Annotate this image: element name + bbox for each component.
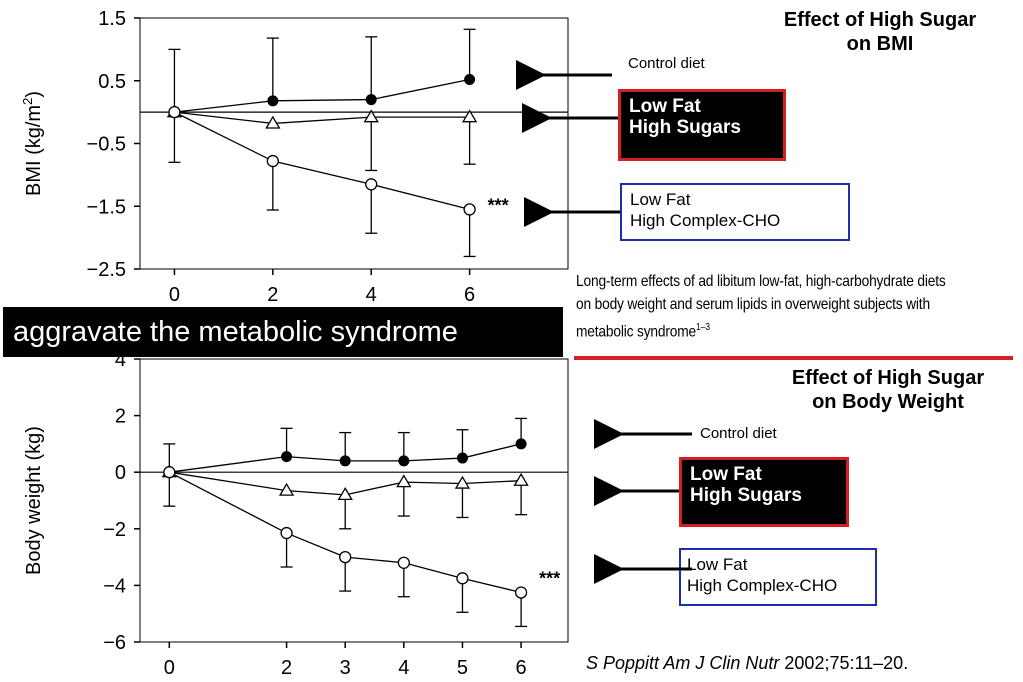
bmi-chart-title: Effect of High Sugar on BMI bbox=[740, 8, 1020, 56]
c2-y-tick-label: 4 bbox=[115, 349, 126, 371]
c2-point-triangle bbox=[513, 472, 529, 486]
c1-point-open bbox=[168, 105, 181, 119]
bmi-chart: 1.5 0.5 −0.5 −1.5 −2.5 0 2 4 6 BMI (kg/m2) *** bbox=[20, 8, 569, 306]
c1-x-tick-label: 2 bbox=[267, 284, 278, 306]
c2-x-tick-label: 4 bbox=[398, 657, 409, 679]
c1-point-triangle bbox=[265, 115, 281, 129]
c2-y-tick-label: −6 bbox=[103, 632, 126, 654]
c2-point-open bbox=[163, 466, 176, 479]
legend-top-cho-box: Low Fat High Complex-CHO bbox=[620, 183, 850, 241]
c2-x-tick-label: 0 bbox=[164, 657, 175, 679]
c1-series-line-1 bbox=[174, 111, 470, 125]
c2-point-open bbox=[456, 572, 469, 585]
c2-point-filled bbox=[515, 438, 527, 450]
c1-significance-annotation: *** bbox=[488, 195, 509, 215]
weight-chart-title: Effect of High Sugar on Body Weight bbox=[748, 366, 1023, 414]
bmi-title-line2: on BMI bbox=[846, 33, 914, 55]
citation: S Poppitt Am J Clin Nutr 2002;75:11–20. bbox=[586, 653, 908, 674]
c1-x-tick-label: 0 bbox=[169, 284, 180, 306]
metabolic-syndrome-banner: aggravate the metabolic syndrome bbox=[3, 307, 563, 357]
c2-point-open bbox=[514, 586, 528, 599]
weight-title-line1: Effect of High Sugar bbox=[791, 367, 985, 389]
legend-top-sugar-line1: Low Fat bbox=[629, 96, 701, 117]
c1-y-tick-label: −1.5 bbox=[87, 196, 126, 218]
citation-rest: 2002;75:11–20. bbox=[779, 653, 909, 673]
c2-point-triangle bbox=[278, 482, 295, 496]
c2-series-line-1 bbox=[169, 471, 522, 496]
c1-point-open bbox=[266, 154, 279, 168]
c1-series-line-0 bbox=[174, 78, 470, 113]
c2-x-tick-label: 2 bbox=[281, 657, 292, 679]
c2-significance-annotation: *** bbox=[539, 568, 560, 588]
c1-point-open bbox=[463, 203, 476, 216]
c1-y-tick-label: 0.5 bbox=[98, 71, 126, 93]
study-description: Long-term effects of ad libitum low-fat,… bbox=[576, 270, 954, 343]
c2-point-open bbox=[397, 556, 410, 569]
c2-y-tick-label: −4 bbox=[103, 575, 126, 597]
c2-series-line-2 bbox=[169, 471, 522, 594]
c1-point-filled bbox=[464, 73, 476, 85]
c1-point-filled bbox=[365, 94, 377, 106]
legend-bottom-sugar-line2: High Sugars bbox=[690, 485, 802, 506]
c2-point-triangle bbox=[337, 487, 353, 501]
c2-point-filled bbox=[456, 452, 468, 464]
legend-bottom-cho-line1: Low Fat bbox=[687, 555, 748, 574]
c2-point-filled bbox=[281, 451, 293, 463]
legend-top-cho-line2: High Complex-CHO bbox=[630, 211, 781, 230]
description-line1: Long-term effects of ad libitum low-fat,… bbox=[576, 273, 946, 290]
legend-bottom-sugar-line1: Low Fat bbox=[690, 464, 762, 485]
c1-y-axis-label: BMI (kg/m2) bbox=[20, 91, 45, 196]
c1-x-tick-label: 4 bbox=[366, 284, 377, 306]
c1-x-tick-label: 6 bbox=[464, 284, 475, 306]
c2-point-triangle bbox=[454, 475, 471, 489]
c1-point-open bbox=[365, 178, 378, 191]
c2-y-axis-label: Body weight (kg) bbox=[23, 426, 45, 575]
c1-series-line-2 bbox=[174, 111, 470, 211]
c2-y-tick-label: −2 bbox=[103, 519, 126, 541]
legend-bottom-sugar-box: Low Fat High Sugars bbox=[679, 457, 849, 527]
legend-bottom-cho-line2: High Complex-CHO bbox=[687, 576, 838, 595]
description-line3-text: metabolic syndrome bbox=[576, 323, 697, 341]
c1-y-tick-label: −0.5 bbox=[87, 134, 126, 156]
c1-y-tick-label: 1.5 bbox=[98, 8, 126, 30]
c2-series-line-0 bbox=[169, 443, 522, 473]
c2-point-open bbox=[339, 550, 352, 564]
legend-bottom-control: Control diet bbox=[700, 425, 777, 442]
legend-top-cho-line1: Low Fat bbox=[630, 190, 691, 209]
body-weight-chart: 4 2 0 −2 −4 −6 0 2 3 4 5 6 Body weight (kg) *** bbox=[23, 349, 569, 679]
citation-author: S Poppitt Am J Clin Nutr bbox=[586, 653, 780, 673]
c2-y-tick-label: 2 bbox=[115, 406, 126, 428]
c2-point-triangle bbox=[396, 474, 412, 488]
bmi-title-line1: Effect of High Sugar bbox=[783, 9, 977, 31]
description-line2: on body weight and serum lipids in overw… bbox=[576, 296, 930, 313]
c2-x-tick-label: 6 bbox=[516, 657, 527, 679]
c1-point-triangle bbox=[363, 109, 379, 123]
c1-point-triangle bbox=[461, 109, 478, 123]
c2-point-open bbox=[280, 526, 293, 540]
legend-bottom-cho-box: Low Fat High Complex-CHO bbox=[679, 548, 877, 606]
description-line3: metabolic syndrome1–3 bbox=[576, 316, 954, 343]
legend-top-sugar-box: Low Fat High Sugars bbox=[618, 89, 786, 161]
c2-x-tick-label: 3 bbox=[340, 657, 351, 679]
legend-top-control: Control diet bbox=[628, 55, 705, 72]
description-sup: 1–3 bbox=[696, 322, 710, 333]
c1-point-filled bbox=[267, 95, 279, 107]
c2-plot-frame bbox=[139, 358, 569, 643]
c2-point-filled bbox=[398, 455, 410, 467]
c1-y-tick-label: −2.5 bbox=[87, 259, 126, 281]
c2-y-tick-label: 0 bbox=[115, 462, 126, 484]
legend-top-sugar-line2: High Sugars bbox=[629, 117, 741, 138]
c2-point-filled bbox=[339, 455, 351, 467]
weight-title-line2: on Body Weight bbox=[812, 391, 964, 413]
c2-x-tick-label: 5 bbox=[457, 657, 468, 679]
